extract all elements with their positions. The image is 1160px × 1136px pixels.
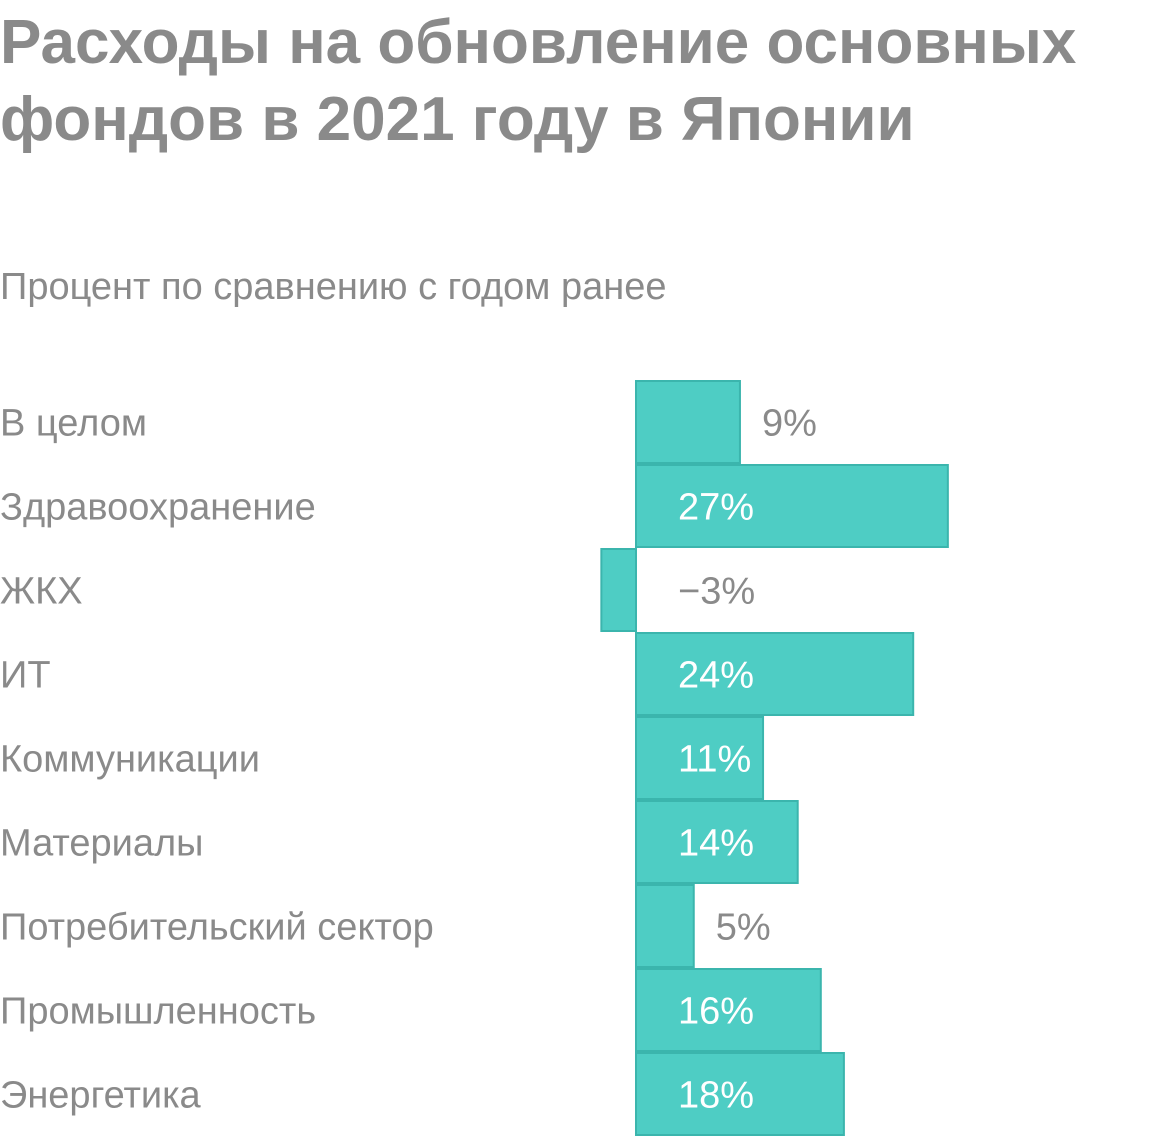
category-label: Энергетика	[0, 1075, 202, 1117]
value-label: 16%	[678, 991, 754, 1033]
value-label: 14%	[678, 823, 754, 865]
value-label: 24%	[678, 655, 754, 697]
bar	[635, 800, 799, 884]
bars-group	[600, 380, 949, 1136]
value-label: 11%	[678, 739, 751, 781]
bar	[635, 968, 822, 1052]
value-label: −3%	[678, 571, 755, 613]
value-label: 5%	[716, 907, 771, 949]
category-label: Промышленность	[0, 991, 316, 1033]
category-label: Здравоохранение	[0, 487, 316, 529]
bar	[635, 632, 915, 716]
value-label: 9%	[762, 403, 817, 445]
bar	[635, 716, 765, 800]
bar	[635, 1052, 845, 1136]
value-label: 18%	[678, 1075, 754, 1117]
category-label: Материалы	[0, 823, 203, 865]
category-label: В целом	[0, 403, 147, 445]
chart-title: Расходы на обновление основных фондов в …	[0, 8, 1077, 154]
category-label: ЖКХ	[0, 571, 83, 613]
chart-subtitle: Процент по сравнению с годом ранее	[0, 266, 667, 308]
bar	[600, 548, 637, 632]
category-label: ИТ	[0, 655, 51, 697]
category-label: Потребительский сектор	[0, 907, 434, 949]
labels-group: В целом 9% Здравоохранение 27% ЖКХ −3% ИТ 24% Ко…	[0, 403, 817, 1117]
bar	[635, 464, 949, 548]
bar	[635, 380, 741, 464]
bar	[635, 884, 695, 968]
value-label: 27%	[678, 487, 754, 529]
category-label: Коммуникации	[0, 739, 260, 781]
